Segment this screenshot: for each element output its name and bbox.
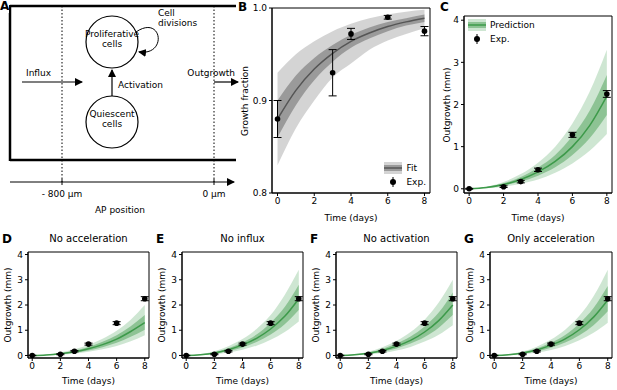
html-text:Time (days): Time (days) xyxy=(215,376,270,386)
html-text:C: C xyxy=(440,0,449,14)
svg-text:Influx: Influx xyxy=(26,68,52,78)
svg-text:0: 0 xyxy=(171,351,177,361)
html-text:Time (days): Time (days) xyxy=(511,213,565,223)
svg-text:2: 2 xyxy=(325,300,331,310)
svg-text:0: 0 xyxy=(29,361,35,371)
html-text:No acceleration: No acceleration xyxy=(49,233,128,244)
svg-text:6: 6 xyxy=(268,361,274,371)
svg-text:8: 8 xyxy=(296,361,302,371)
svg-text:2: 2 xyxy=(453,100,459,110)
svg-text:4: 4 xyxy=(394,361,400,371)
svg-text:4: 4 xyxy=(171,250,177,260)
svg-text:divisions: divisions xyxy=(158,18,197,28)
svg-text:AP position: AP position xyxy=(95,205,145,215)
html-text:Outgrowth (mm): Outgrowth (mm) xyxy=(441,67,451,142)
svg-text:0.9: 0.9 xyxy=(253,96,268,106)
html-text:Outgrowth (mm): Outgrowth (mm) xyxy=(311,267,321,343)
svg-text:0: 0 xyxy=(466,196,472,206)
svg-text:0: 0 xyxy=(337,361,343,371)
svg-text:0: 0 xyxy=(453,184,459,194)
svg-text:4: 4 xyxy=(325,250,331,260)
svg-text:Quiescent: Quiescent xyxy=(89,109,135,119)
svg-text:3: 3 xyxy=(171,275,177,285)
svg-text:- 800 µm: - 800 µm xyxy=(42,189,83,199)
html-text:Only acceleration: Only acceleration xyxy=(507,233,595,244)
svg-text:8: 8 xyxy=(422,196,428,206)
svg-text:cells: cells xyxy=(102,119,122,129)
html-text:Time (days): Time (days) xyxy=(61,376,116,386)
svg-text:Proliferative: Proliferative xyxy=(85,29,140,39)
svg-text:4: 4 xyxy=(479,250,485,260)
html-text:E: E xyxy=(156,232,165,246)
svg-text:1: 1 xyxy=(17,325,23,335)
svg-text:4: 4 xyxy=(548,361,554,371)
svg-text:4: 4 xyxy=(17,250,23,260)
svg-text:4: 4 xyxy=(535,196,541,206)
svg-text:Cell: Cell xyxy=(158,8,175,18)
svg-text:1.0: 1.0 xyxy=(253,3,268,13)
svg-text:6: 6 xyxy=(570,196,576,206)
svg-text:1: 1 xyxy=(479,325,485,335)
svg-text:3: 3 xyxy=(325,275,331,285)
svg-text:8: 8 xyxy=(604,196,610,206)
svg-text:2: 2 xyxy=(171,300,177,310)
html-text:No activation: No activation xyxy=(363,233,430,244)
svg-text:8: 8 xyxy=(605,361,611,371)
html-text:No influx: No influx xyxy=(220,233,265,244)
svg-text:0: 0 xyxy=(183,361,189,371)
svg-text:8: 8 xyxy=(450,361,456,371)
html-text:Outgrowth (mm): Outgrowth (mm) xyxy=(465,267,475,343)
html-text:Time (days): Time (days) xyxy=(524,376,578,386)
svg-text:4: 4 xyxy=(240,361,246,371)
svg-text:3: 3 xyxy=(453,58,459,68)
svg-text:0: 0 xyxy=(479,351,485,361)
html-text:G: G xyxy=(464,232,474,246)
html-text:Prediction: Prediction xyxy=(490,20,535,30)
svg-text:6: 6 xyxy=(114,361,120,371)
html-text:Outgrowth (mm): Outgrowth (mm) xyxy=(3,267,13,343)
svg-text:2: 2 xyxy=(57,361,63,371)
svg-text:2: 2 xyxy=(211,361,217,371)
html-text:Exp.: Exp. xyxy=(490,34,510,44)
svg-text:Outgrowth: Outgrowth xyxy=(187,68,235,78)
svg-text:cells: cells xyxy=(102,39,122,49)
svg-text:6: 6 xyxy=(385,196,391,206)
svg-text:3: 3 xyxy=(17,275,23,285)
svg-text:1: 1 xyxy=(171,325,177,335)
svg-text:2: 2 xyxy=(311,196,317,206)
svg-text:6: 6 xyxy=(577,361,583,371)
html-text:F: F xyxy=(310,232,319,246)
svg-text:1: 1 xyxy=(325,325,331,335)
svg-text:2: 2 xyxy=(520,361,526,371)
html-text:Outgrowth (mm): Outgrowth (mm) xyxy=(157,267,167,343)
html-text:B: B xyxy=(238,0,248,14)
svg-text:1: 1 xyxy=(453,142,459,152)
html-text:Growth fraction: Growth fraction xyxy=(239,65,249,136)
svg-text:3: 3 xyxy=(479,275,485,285)
svg-text:4: 4 xyxy=(86,361,92,371)
svg-text:2: 2 xyxy=(501,196,507,206)
svg-text:0: 0 xyxy=(491,361,497,371)
svg-text:0 µm: 0 µm xyxy=(202,189,225,199)
svg-text:2: 2 xyxy=(479,300,485,310)
svg-text:2: 2 xyxy=(17,300,23,310)
html-text:D: D xyxy=(2,232,12,246)
svg-text:4: 4 xyxy=(348,196,354,206)
svg-text:8: 8 xyxy=(142,361,148,371)
html-text:Time (days): Time (days) xyxy=(324,213,378,223)
svg-text:Activation: Activation xyxy=(118,80,163,90)
html-text:Exp.: Exp. xyxy=(406,177,426,187)
svg-text:6: 6 xyxy=(422,361,428,371)
svg-text:0: 0 xyxy=(325,351,331,361)
html-text:Fit: Fit xyxy=(406,163,417,173)
html-text:Time (days): Time (days) xyxy=(369,376,424,386)
svg-text:0: 0 xyxy=(275,196,281,206)
html-text:A: A xyxy=(0,0,10,13)
svg-text:4: 4 xyxy=(453,15,459,25)
svg-text:2: 2 xyxy=(365,361,371,371)
svg-text:0: 0 xyxy=(17,351,23,361)
svg-text:0.8: 0.8 xyxy=(253,188,268,198)
